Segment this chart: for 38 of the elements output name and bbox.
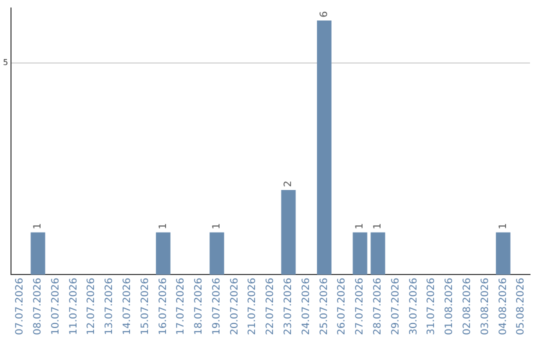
y-tick-label: 5: [2, 58, 8, 67]
x-tick-label: 24.07.2026: [300, 278, 312, 336]
x-tick-label: 30.07.2026: [408, 278, 420, 336]
x-tick-label: 10.07.2026: [50, 278, 62, 336]
x-tick-label: 08.07.2026: [32, 278, 44, 336]
x-tick-label: 15.07.2026: [140, 278, 151, 336]
x-tick-label: 07.07.2026: [14, 278, 26, 336]
x-tick-label: 16.07.2026: [158, 278, 169, 336]
x-tick-label: 28.07.2026: [372, 278, 384, 336]
x-tick-label: 18.07.2026: [194, 278, 205, 336]
x-tick-label: 01.08.2026: [444, 278, 456, 336]
x-tick-label: 19.07.2026: [211, 278, 222, 336]
x-tick-label: 13.07.2026: [104, 278, 116, 336]
x-tick-label: 31.07.2026: [426, 278, 438, 336]
x-tick-label: 05.08.2026: [516, 278, 527, 336]
data-label: 1: [354, 222, 366, 230]
x-tick-label: 20.07.2026: [229, 278, 240, 336]
data-label: 1: [498, 222, 509, 230]
x-tick-label: 27.07.2026: [354, 278, 366, 336]
data-label: 2: [283, 180, 294, 187]
x-tick-label: 12.07.2026: [86, 278, 98, 336]
x-tick-label: 23.07.2026: [283, 278, 294, 336]
x-tick-label: 11.07.2026: [68, 278, 80, 336]
data-label: 1: [372, 222, 384, 230]
x-tick-label: 02.08.2026: [462, 278, 473, 336]
data-label: 6: [318, 11, 330, 18]
data-label: 1: [158, 222, 169, 230]
x-tick-label: 04.08.2026: [498, 278, 509, 336]
x-tick-label: 17.07.2026: [176, 278, 187, 336]
x-tick-label: 29.07.2026: [390, 278, 402, 336]
x-tick-label: 14.07.2026: [122, 278, 133, 336]
x-tick-label: 03.08.2026: [480, 278, 491, 336]
data-label: 1: [211, 222, 222, 230]
data-label: 1: [32, 222, 44, 230]
x-tick-label: 25.07.2026: [318, 278, 330, 336]
x-tick-label: 21.07.2026: [247, 278, 258, 336]
x-tick-label: 22.07.2026: [265, 278, 276, 336]
x-tick-label: 26.07.2026: [336, 278, 348, 336]
